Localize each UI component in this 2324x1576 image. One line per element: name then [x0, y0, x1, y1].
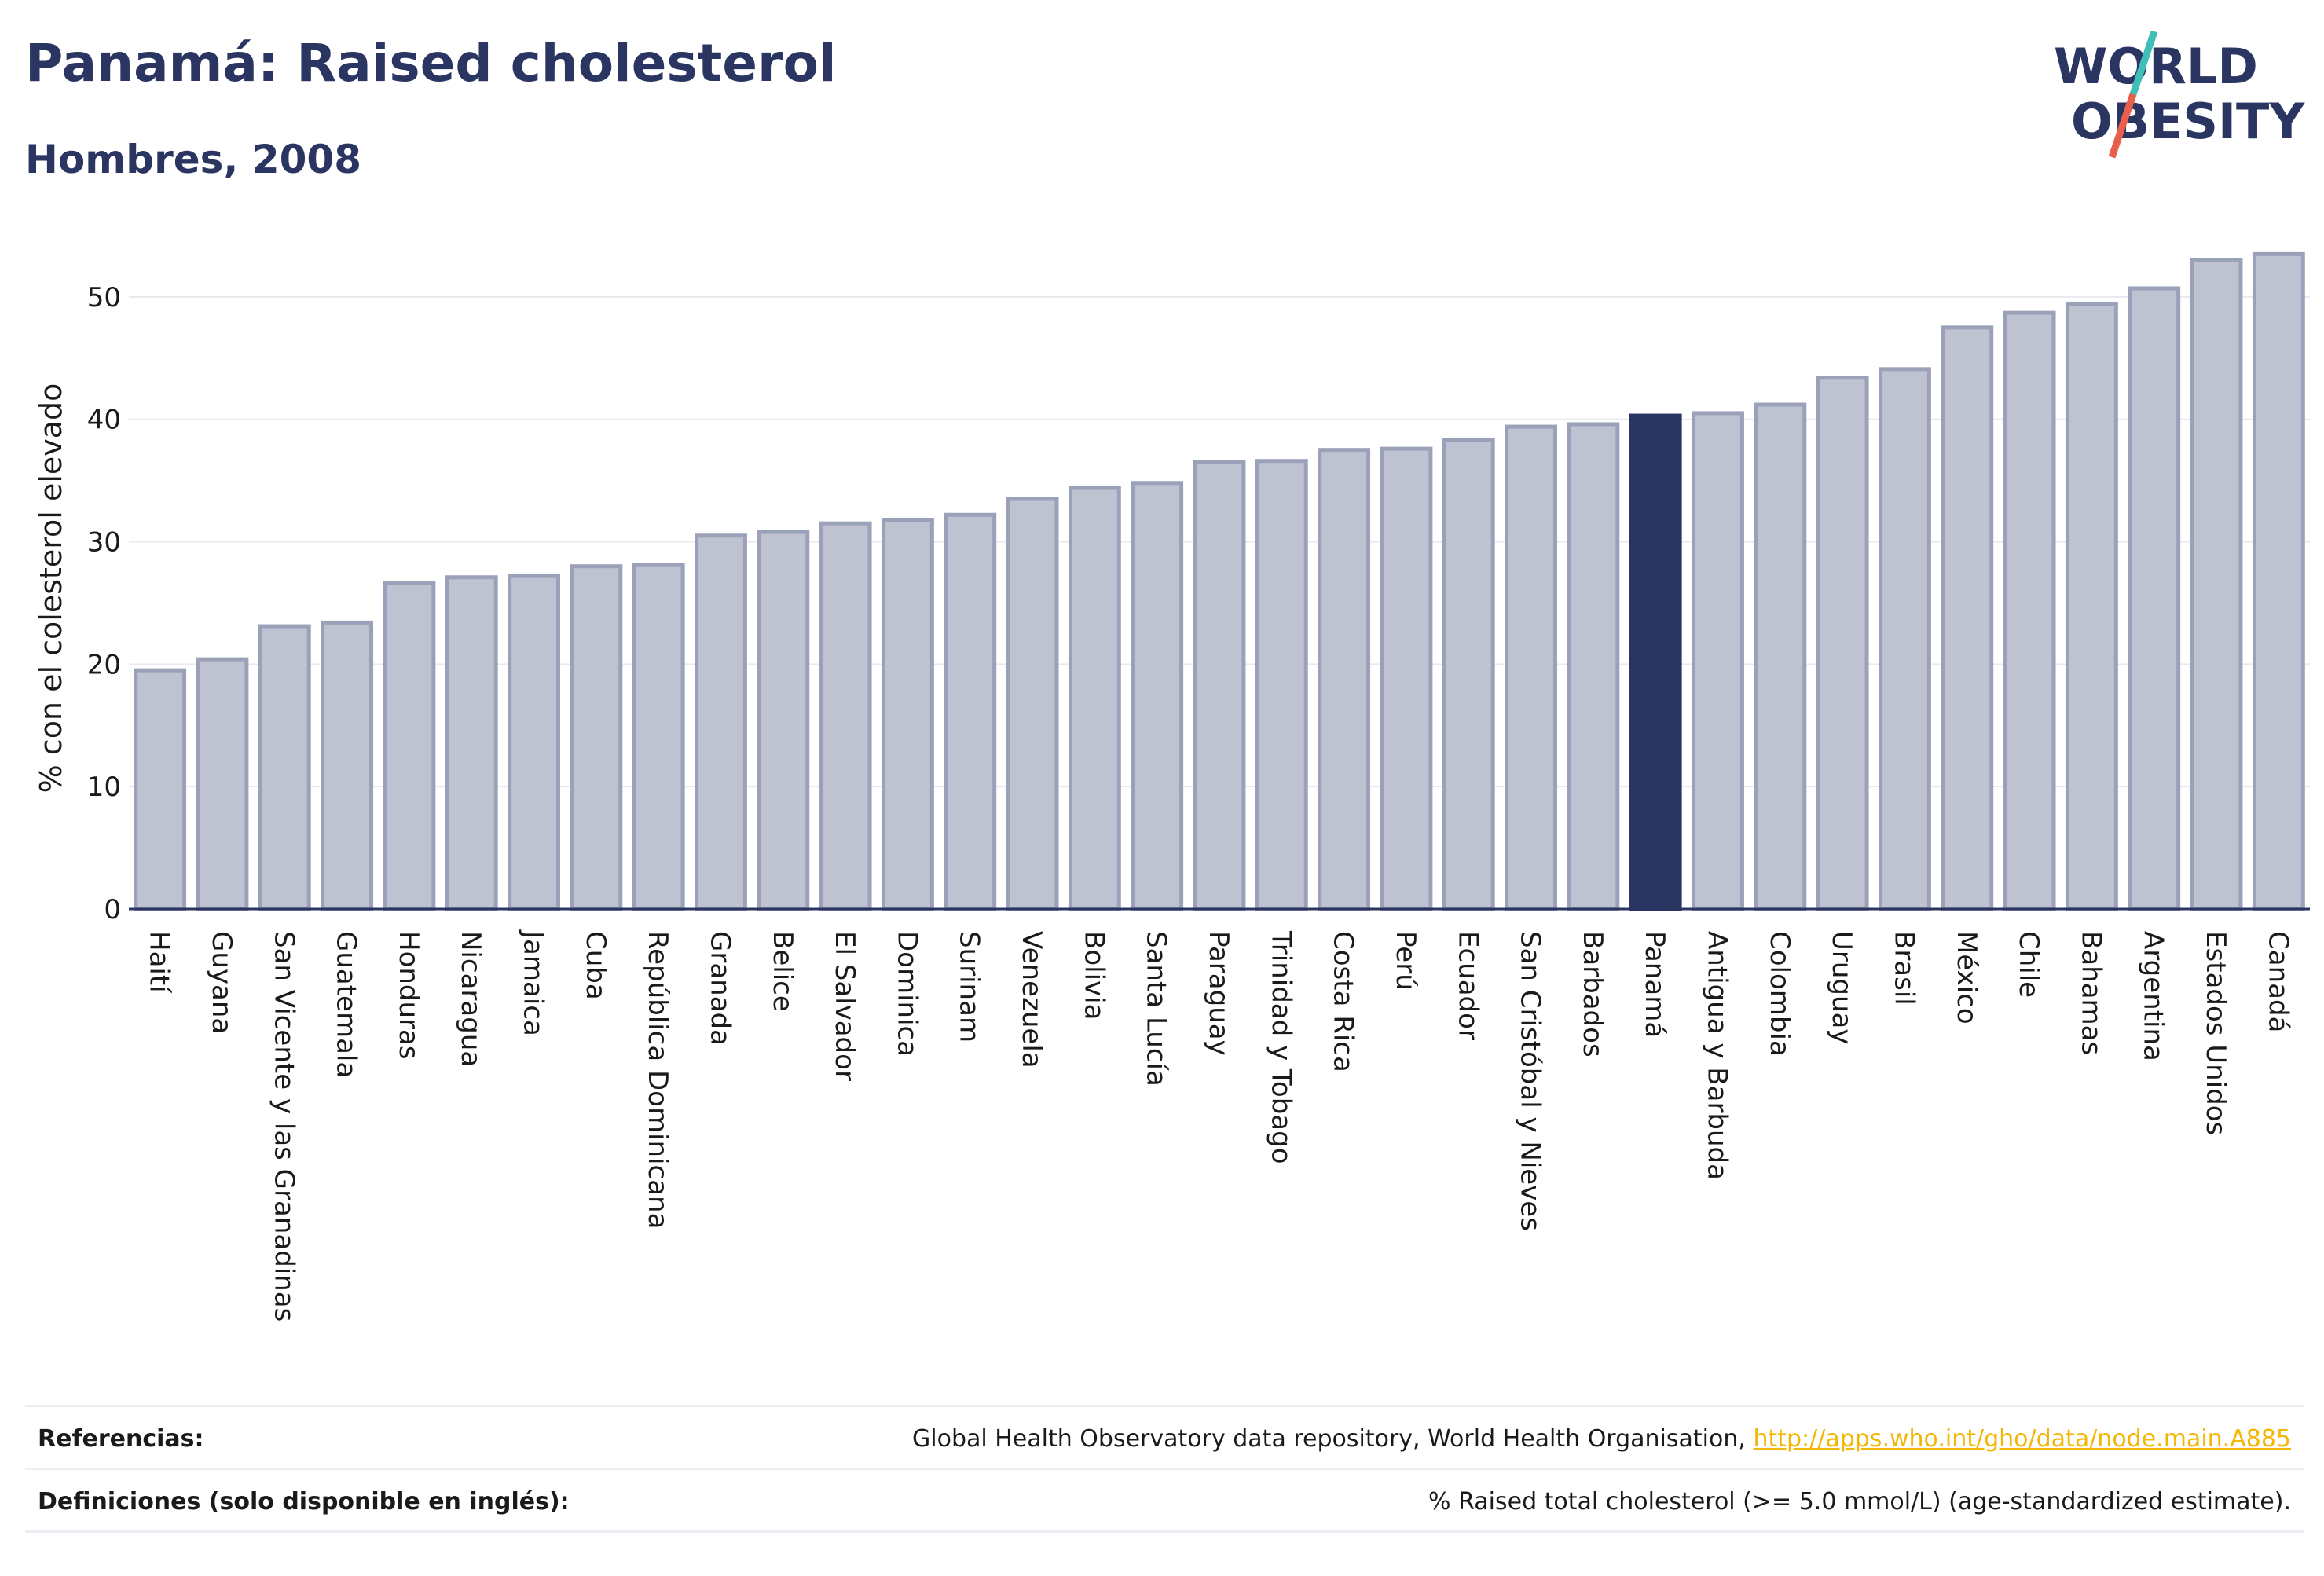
bar — [570, 564, 623, 911]
bar — [695, 533, 747, 911]
x-tick-label: Belice — [767, 931, 798, 1012]
references-row: Referencias: Global Health Observatory d… — [25, 1405, 2304, 1470]
x-tick-label: Paraguay — [1203, 931, 1234, 1056]
x-tick-label: Surinam — [954, 931, 985, 1043]
logo-line1: WORLD — [2054, 38, 2258, 95]
x-tick-label: Canadá — [2262, 931, 2293, 1032]
bar — [258, 624, 311, 911]
bar — [632, 563, 685, 911]
bar — [1131, 481, 1184, 911]
x-tick-label: Jamaica — [518, 929, 549, 1036]
x-tick-label: Guyana — [206, 931, 237, 1034]
bar — [1255, 459, 1308, 911]
definitions-label: Definiciones (solo disponible en inglés)… — [38, 1487, 570, 1516]
bar — [1006, 497, 1059, 911]
bar — [2190, 258, 2243, 911]
y-tick-label: 20 — [87, 649, 121, 680]
bar — [757, 530, 810, 911]
logo-slash-red — [2108, 93, 2137, 159]
x-tick-label: Bahamas — [2075, 931, 2106, 1055]
bar — [2003, 310, 2056, 911]
x-tick-label: El Salvador — [829, 931, 860, 1081]
x-tick-label: Panamá — [1639, 931, 1670, 1038]
bar — [1318, 448, 1371, 911]
x-tick-label: Nicaragua — [455, 931, 486, 1067]
x-tick-label: Uruguay — [1826, 931, 1857, 1045]
bar — [1754, 402, 1807, 911]
bar — [1380, 446, 1433, 911]
x-tick-label: Granada — [704, 931, 735, 1046]
world-obesity-logo: WORLD OBESITY — [2054, 31, 2305, 159]
logo-line2: OBESITY — [2071, 93, 2305, 150]
x-tick-label: México — [1951, 931, 1982, 1024]
x-tick-label: Santa Lucía — [1141, 931, 1172, 1087]
chart-subtitle: Hombres, 2008 — [25, 137, 361, 182]
bar — [1068, 486, 1121, 911]
bar — [508, 574, 560, 911]
x-tick-label: Chile — [2013, 931, 2044, 998]
x-tick-label: Cuba — [580, 931, 611, 1000]
bar — [1505, 424, 1558, 911]
bar — [881, 517, 934, 911]
x-tick-label: Guatemala — [331, 931, 362, 1078]
bar — [1193, 460, 1246, 911]
x-tick-label: Colombia — [1764, 931, 1795, 1057]
x-tick-label: Honduras — [393, 931, 424, 1060]
y-tick-label: 0 — [104, 894, 121, 925]
references-value: Global Health Observatory data repositor… — [912, 1425, 2304, 1453]
bar — [2128, 286, 2181, 911]
footer-divider — [25, 1530, 2304, 1533]
references-link[interactable]: http://apps.who.int/gho/data/node.main.A… — [1753, 1424, 2291, 1453]
x-tick-label: Estados Unidos — [2200, 931, 2231, 1135]
references-label: Referencias: — [38, 1424, 204, 1453]
bar — [383, 581, 436, 911]
bar — [134, 668, 187, 911]
x-tick-label: Haití — [144, 931, 175, 994]
x-tick-label: Argentina — [2138, 931, 2169, 1061]
bar — [1816, 376, 1869, 911]
bar-chart: 0 10 20 30 40 50 % con el colesterol elevado Ha… — [34, 251, 2310, 1321]
bar — [1879, 367, 1931, 911]
bar — [2252, 251, 2305, 911]
x-tick-label: República Dominicana — [642, 931, 673, 1229]
y-tick-label: 40 — [87, 405, 121, 436]
bar — [2065, 302, 2118, 911]
y-tick-label: 50 — [87, 282, 121, 313]
x-tick-label: Brasil — [1888, 931, 1919, 1006]
x-tick-label: Perú — [1390, 931, 1421, 991]
bar — [819, 521, 872, 911]
bar — [196, 657, 249, 911]
bar — [1567, 422, 1620, 911]
x-tick-label: Trinidad y Tobago — [1265, 930, 1296, 1164]
y-tick-label: 30 — [87, 527, 121, 559]
x-tick-label: Ecuador — [1452, 931, 1483, 1040]
x-tick-label: San Cristóbal y Nieves — [1515, 931, 1546, 1231]
bar — [1442, 438, 1495, 911]
x-tick-label: Costa Rica — [1328, 931, 1359, 1072]
y-tick-label: 10 — [87, 772, 121, 803]
x-tick-label: Dominica — [891, 931, 922, 1057]
y-axis-label: % con el colesterol elevado — [34, 383, 68, 793]
definitions-text: % Raised total cholesterol (>= 5.0 mmol/… — [1428, 1487, 2291, 1516]
bar — [1941, 325, 1994, 911]
x-tick-label: Bolivia — [1078, 931, 1109, 1020]
bar-highlight — [1629, 413, 1682, 911]
x-tick-label: Barbados — [1577, 931, 1608, 1057]
references-text: Global Health Observatory data repositor… — [912, 1424, 1754, 1453]
bar — [944, 512, 997, 911]
logo-slash-teal — [2129, 31, 2158, 96]
chart-title: Panamá: Raised cholesterol — [25, 33, 837, 93]
x-tick-label: San Vicente y las Granadinas — [268, 931, 299, 1321]
bar — [1692, 411, 1744, 911]
x-tick-label: Antigua y Barbuda — [1702, 931, 1733, 1180]
bar — [445, 575, 498, 911]
x-tick-label: Venezuela — [1016, 931, 1047, 1068]
bar — [321, 620, 374, 911]
definitions-row: Definiciones (solo disponible en inglés)… — [25, 1468, 2304, 1533]
